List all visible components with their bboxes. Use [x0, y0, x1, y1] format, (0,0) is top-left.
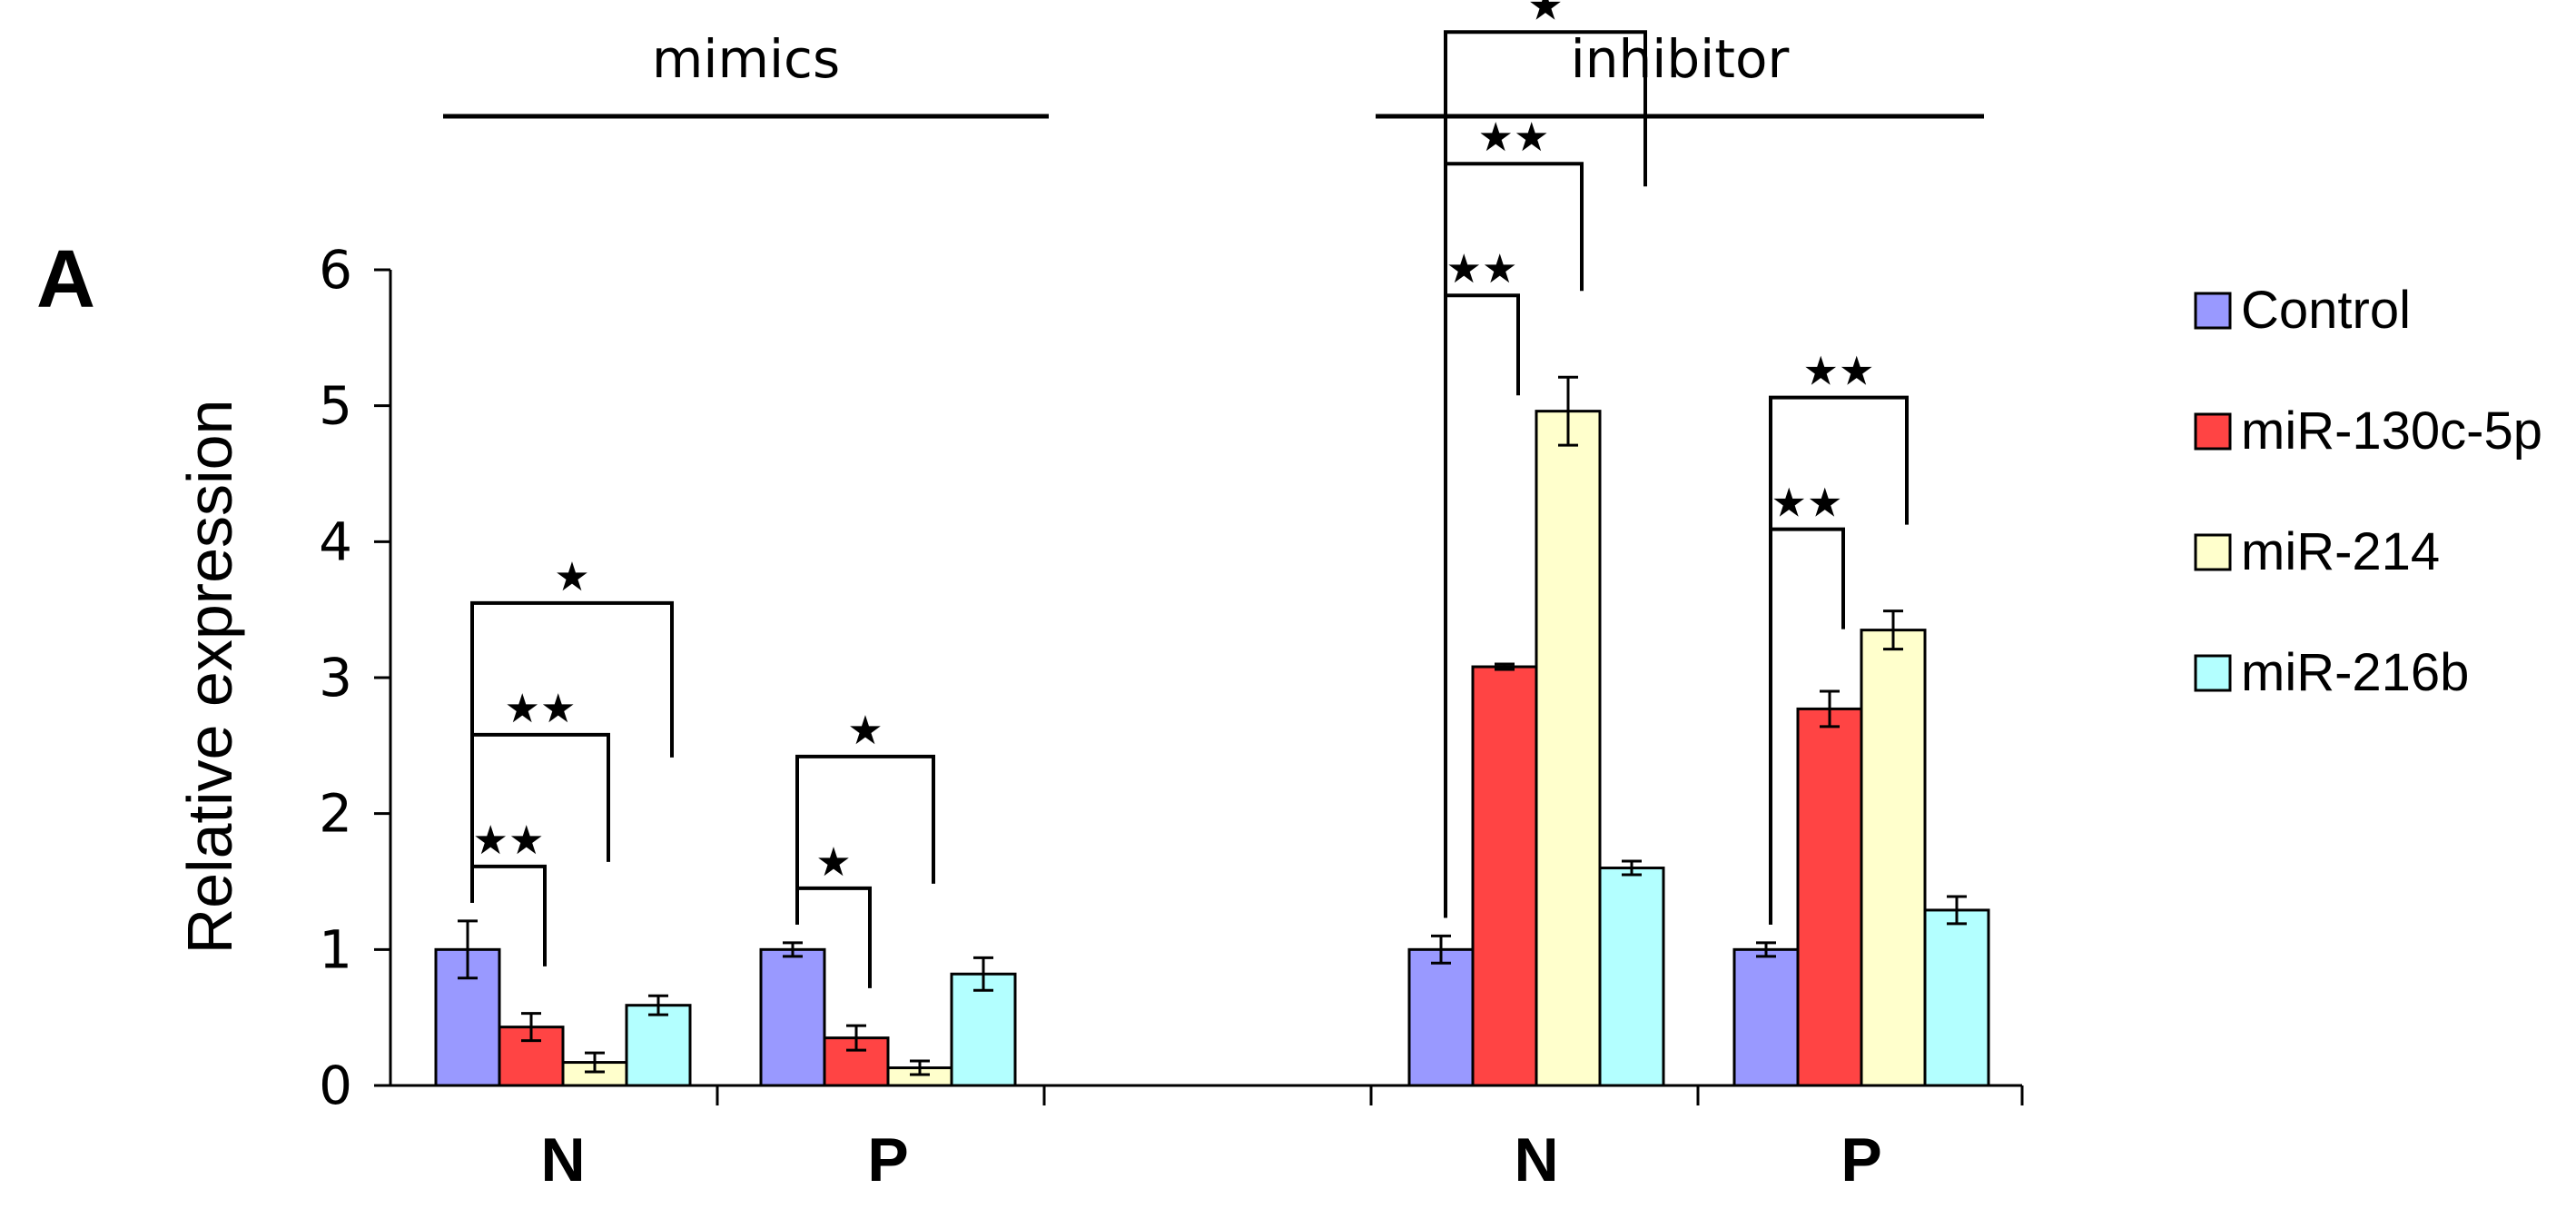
significance-label: ★ — [554, 555, 589, 600]
y-axis-label: Relative expression — [174, 400, 245, 955]
y-ticks: 0 1 2 3 4 5 6 — [319, 239, 390, 1116]
significance-label: ★ — [815, 840, 851, 885]
significance-label: ★ — [1527, 0, 1563, 28]
significance-label: ★ — [847, 709, 883, 753]
legend-label: miR-214 — [2241, 522, 2440, 581]
y-tick-label: 1 — [319, 918, 352, 980]
y-tick-label: 4 — [319, 510, 352, 572]
bar — [1598, 867, 1665, 1087]
significance-label: ★★ — [1803, 350, 1875, 394]
bar — [1860, 629, 1927, 1087]
bar — [759, 947, 826, 1087]
significance-bracket — [470, 600, 674, 903]
significance-label: ★★ — [1772, 481, 1843, 526]
y-tick-label: 6 — [319, 239, 352, 301]
group-headers: mimics inhibitor — [443, 28, 1984, 119]
significance-label: ★★ — [1478, 115, 1550, 160]
y-tick-label: 5 — [319, 375, 352, 437]
legend-label: miR-130c-5p — [2241, 401, 2542, 461]
bar — [1407, 947, 1475, 1087]
bar — [1535, 410, 1602, 1087]
y-tick-label: 2 — [319, 783, 352, 845]
legend-swatch — [2194, 292, 2232, 330]
legend-swatch — [2194, 533, 2232, 571]
significance-brackets: ★★★★★★★★★★★★★★★★ — [470, 0, 1909, 988]
bar — [823, 1036, 890, 1087]
error-bars — [458, 375, 1967, 1076]
legend: Control miR-130c-5p miR-214 miR-216b — [2194, 281, 2542, 702]
bar — [950, 972, 1017, 1087]
y-tick-label: 3 — [319, 647, 352, 709]
significance-label: ★★ — [473, 818, 545, 863]
bar — [1923, 908, 1990, 1087]
category-label: N — [540, 1125, 585, 1194]
bar — [434, 947, 501, 1087]
panel-label: A — [36, 234, 95, 325]
category-label: N — [1514, 1125, 1558, 1194]
significance-bracket — [1444, 30, 1647, 918]
significance-bracket — [795, 754, 935, 925]
legend-swatch — [2194, 412, 2232, 451]
legend-label: Control — [2241, 281, 2411, 340]
bar — [1471, 665, 1538, 1087]
legend-swatch — [2194, 654, 2232, 692]
significance-bracket — [1769, 395, 1909, 925]
group-label: inhibitor — [1571, 28, 1790, 90]
bars — [434, 410, 1990, 1087]
bar — [1732, 947, 1800, 1087]
legend-label: miR-216b — [2241, 643, 2469, 702]
category-label: P — [1841, 1125, 1881, 1194]
y-tick-label: 0 — [319, 1055, 352, 1116]
group-label: mimics — [652, 28, 840, 90]
bar — [625, 1004, 692, 1087]
significance-label: ★★ — [1446, 247, 1518, 292]
significance-label: ★★ — [505, 687, 577, 731]
category-label: P — [867, 1125, 908, 1194]
bar — [1796, 707, 1863, 1087]
